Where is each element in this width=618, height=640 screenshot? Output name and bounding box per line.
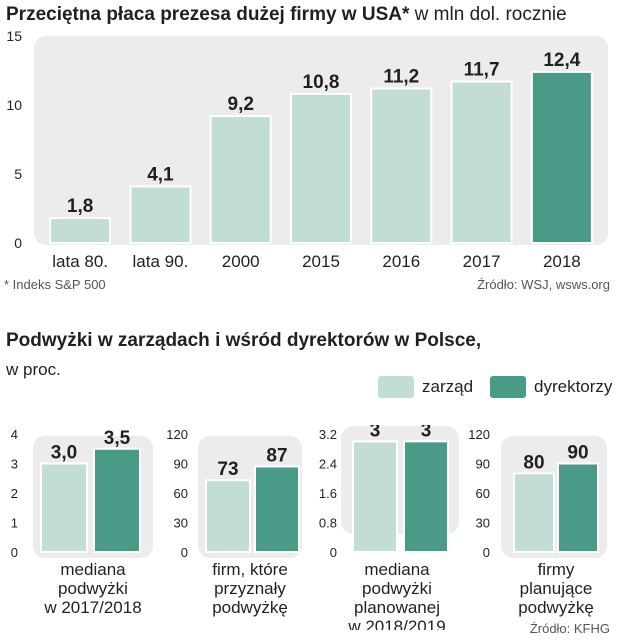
y-tick-label: 0 (14, 235, 22, 251)
y-tick-label: 30 (476, 516, 490, 531)
caption-line: podwyżki (362, 579, 432, 598)
small-chart-2: 0 30 60 90 120 73 87 firm, któreprzyznałypodwyż… (166, 427, 302, 617)
y-tick-label: 0 (330, 545, 337, 560)
y-tick-label: 5 (14, 166, 22, 182)
section2-title: Podwyżki w zarządach i wśród dyrektorów … (6, 330, 482, 351)
caption-line: firmy (538, 560, 575, 579)
source-top: Źródło: WSJ, wsws.org (477, 277, 610, 292)
data-label: 80 (523, 452, 544, 473)
caption-line: planowanej (354, 598, 440, 617)
source-bottom: Źródło: KFHG (529, 621, 610, 636)
y-tick-label: 0 (483, 545, 490, 560)
footnote: * Indeks S&P 500 (4, 277, 106, 292)
y-tick-label: 2 (11, 486, 18, 501)
data-label: 11,2 (383, 66, 419, 87)
bar (370, 87, 433, 244)
data-label: 12,4 (543, 50, 580, 71)
bar (254, 465, 300, 554)
legend-swatch-dark (490, 376, 526, 398)
caption-line: podwyżkę (212, 598, 288, 617)
y-tick-label: 0 (11, 545, 18, 560)
legend-label: dyrektorzy (534, 377, 613, 396)
data-label: 11,7 (464, 60, 500, 81)
bar (40, 462, 88, 553)
legend-item-dyrektorzy: dyrektorzy (490, 376, 612, 398)
data-label: 3 (370, 425, 381, 441)
y-tick-label: 120 (468, 427, 490, 442)
chart-unit: w mln dol. rocznie (409, 4, 567, 25)
legend-label: zarząd (422, 377, 474, 396)
x-tick-label: 2000 (222, 252, 260, 271)
data-label: 10,8 (303, 72, 340, 93)
caption-line: w 2017/2018 (43, 598, 141, 617)
bar (557, 462, 599, 553)
y-tick-label: 120 (166, 427, 188, 442)
legend-swatch-light (378, 376, 414, 398)
y-tick-label: 90 (476, 457, 490, 472)
data-label: 87 (266, 445, 287, 466)
data-label: 3,5 (104, 428, 131, 449)
bar (129, 185, 192, 244)
caption-line: mediana (60, 560, 126, 579)
data-label: 3,0 (51, 443, 77, 464)
data-label: 1,8 (67, 196, 93, 217)
top-bar-chart: 0 5 10 15 1,8 lata 80. 4,1 lata 90. 9,2 2000 10,8 2… (6, 28, 608, 271)
page-title: Przeciętna płaca prezesa dużej firmy w U… (6, 4, 567, 26)
x-tick-label: 2016 (382, 252, 420, 271)
legend-item-zarzad: zarząd (378, 376, 473, 398)
bar (352, 440, 398, 553)
y-tick-label: 1.6 (319, 486, 337, 501)
data-label: 90 (567, 443, 588, 464)
caption-line: przyznały (214, 579, 286, 598)
y-tick-label: 2.4 (319, 457, 337, 472)
y-tick-label: 4 (11, 427, 18, 442)
y-tick-label: 0.8 (319, 516, 337, 531)
data-label: 73 (217, 459, 238, 480)
bar (93, 447, 141, 553)
data-label: 3 (421, 425, 432, 441)
caption-line: mediana (364, 560, 430, 579)
x-tick-label: lata 80. (52, 252, 108, 271)
bar (290, 92, 352, 244)
data-label: 4,1 (147, 164, 174, 185)
bar (49, 217, 112, 245)
caption-line: podwyżki (58, 579, 128, 598)
y-tick-label: 3.2 (319, 427, 337, 442)
x-tick-label: lata 90. (133, 252, 189, 271)
small-chart-3: 0 0.8 1.6 2.4 3.2 3 3 medianapodwyżkiplanowanej… (319, 425, 459, 630)
x-tick-label: 2017 (463, 252, 501, 271)
caption-line: podwyżkę (518, 598, 594, 617)
caption-line: w 2018/2019 (347, 617, 445, 630)
y-tick-label: 60 (174, 486, 188, 501)
bar (209, 115, 272, 244)
y-tick-label: 90 (174, 457, 188, 472)
y-tick-label: 10 (6, 97, 22, 113)
bar (530, 70, 593, 244)
chart-title: Przeciętna płaca prezesa dużej firmy w U… (6, 4, 410, 25)
x-tick-label: 2018 (543, 252, 581, 271)
y-tick-label: 15 (6, 28, 22, 44)
y-tick-label: 60 (476, 486, 490, 501)
y-tick-label: 3 (11, 457, 18, 472)
data-label: 9,2 (228, 94, 254, 115)
bar (513, 472, 555, 553)
section2-subtitle: w proc. (6, 360, 61, 379)
y-tick-label: 1 (11, 516, 18, 531)
bar (450, 80, 513, 245)
caption-line: firm, które (212, 560, 288, 579)
y-tick-label: 30 (174, 516, 188, 531)
y-tick-label: 0 (181, 545, 188, 560)
bar (205, 479, 251, 553)
caption-line: planujące (520, 579, 593, 598)
x-tick-label: 2015 (302, 252, 340, 271)
bar (403, 440, 449, 553)
